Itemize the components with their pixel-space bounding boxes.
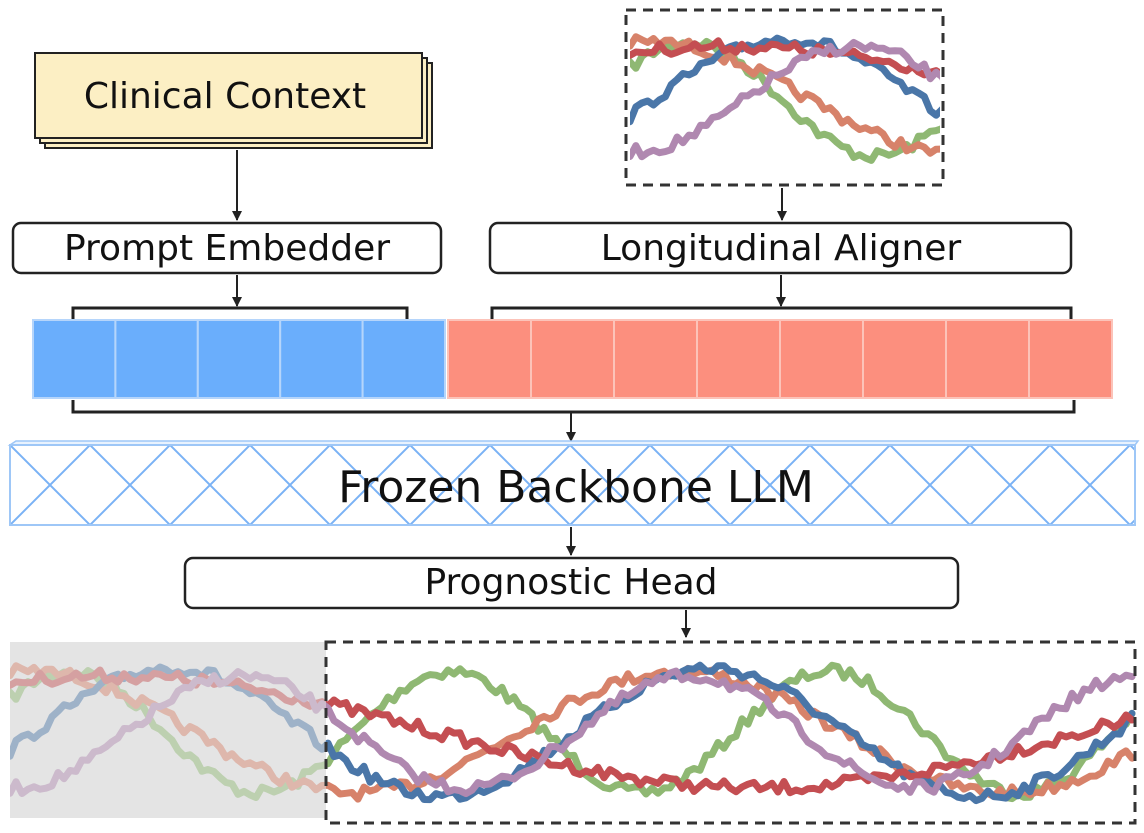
series-line	[630, 37, 940, 164]
series-line	[326, 667, 1136, 798]
aligner-label: Longitudinal Aligner	[601, 228, 962, 269]
series-line	[326, 696, 1136, 797]
llm-label: Frozen Backbone LLM	[338, 462, 814, 513]
series-line	[326, 661, 1136, 803]
llm-box	[9, 444, 1136, 526]
series-line	[10, 666, 326, 710]
prompt-embedder-label: Prompt Embedder	[64, 228, 390, 269]
bracket	[71, 400, 1076, 414]
series-line	[10, 663, 326, 760]
bracket	[490, 306, 1073, 320]
prompt-token	[114, 319, 199, 399]
series-frame	[624, 8, 945, 187]
history-series	[10, 662, 326, 801]
prompt-token	[32, 319, 117, 399]
series-token	[447, 319, 532, 399]
forecast-series	[326, 661, 1136, 805]
series-token	[613, 319, 698, 399]
series-token	[1028, 319, 1113, 399]
series-token	[779, 319, 864, 399]
prompt-embedder-box	[11, 221, 443, 275]
series-line	[10, 662, 326, 794]
context-label: Clinical Context	[84, 76, 366, 117]
prompt-token	[196, 319, 282, 399]
series-line	[630, 38, 940, 161]
head-box	[183, 556, 960, 610]
history-panel	[10, 642, 326, 818]
context-box	[34, 52, 423, 139]
forecast-frame	[324, 640, 1137, 825]
series-token	[945, 319, 1030, 399]
aligner-box	[488, 221, 1073, 275]
series-line	[10, 668, 326, 797]
series-line	[630, 34, 940, 126]
prompt-token	[361, 319, 447, 399]
input-series	[630, 33, 940, 164]
series-line	[630, 33, 940, 157]
series-token	[696, 319, 781, 399]
series-token	[530, 319, 615, 399]
series-line	[10, 667, 326, 801]
bracket	[71, 306, 409, 320]
token-row	[32, 319, 1113, 399]
head-label: Prognostic Head	[424, 562, 717, 603]
series-token	[862, 319, 947, 399]
prompt-token	[279, 319, 364, 399]
